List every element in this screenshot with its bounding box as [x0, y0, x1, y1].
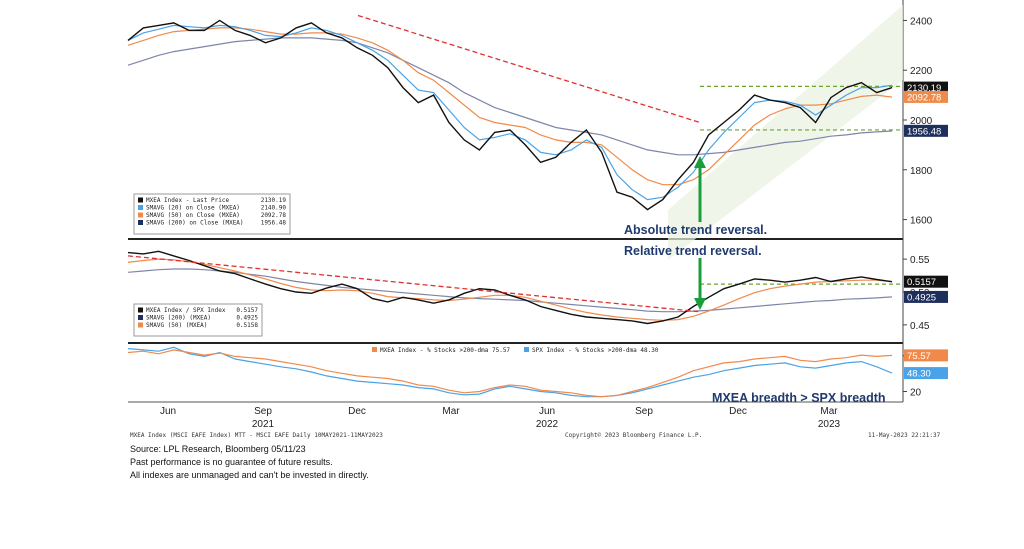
y-tick-label: 0.45: [910, 321, 930, 332]
downtrend-line: [127, 255, 701, 313]
footer-disclaimer-2: All indexes are unmanaged and can't be i…: [130, 470, 369, 480]
x-tick-month: Dec: [348, 406, 366, 417]
series-sma200: [127, 37, 893, 156]
x-tick-year: 2022: [536, 419, 559, 430]
x-tick-month: Sep: [254, 406, 272, 417]
price-tag-box: [904, 81, 948, 94]
trend-channel: [668, 5, 903, 260]
reversal-arrow-price-head: [694, 156, 706, 168]
legend-value: 0.5158: [236, 322, 258, 329]
price-tag-label: 1956.48: [907, 126, 941, 137]
x-tick-month: Jun: [160, 406, 176, 417]
footer-disclaimer-1: Past performance is no guarantee of futu…: [130, 457, 333, 467]
x-tick-month: Mar: [442, 406, 460, 417]
price-panel: 240022002000180016002130.192092.781956.4…: [127, 14, 948, 235]
series-sma50: [127, 27, 893, 186]
annotation-absolute: Absolute trend reversal.: [624, 223, 767, 237]
legend-value: 2092.78: [261, 212, 287, 219]
legend-value: 0.4925: [236, 315, 258, 322]
legend-swatch: [138, 212, 143, 218]
price-tag-label: 2092.78: [907, 92, 941, 103]
x-tick-month: Mar: [820, 406, 838, 417]
price-tag-label: 2130.19: [907, 83, 941, 94]
legend-label: SMAVG (50) (MXEA): [146, 322, 207, 329]
series-sma20: [127, 24, 893, 201]
price-tag-label: 0.4925: [907, 292, 936, 303]
legend-box: [133, 303, 263, 337]
annotation-breadth: MXEA breadth > SPX breadth: [712, 391, 886, 405]
y-tick-label: 2400: [910, 16, 933, 27]
footer-small-left: MXEA Index (MSCI EAFE Index) MTT - MSCI …: [130, 432, 383, 439]
footer-small-right: 11-May-2023 22:21:37: [868, 432, 941, 439]
legend-label: MXEA Index / SPX Index: [146, 307, 226, 314]
series-ratio: [127, 250, 893, 325]
x-tick-month: Sep: [635, 406, 653, 417]
series-sma200: [127, 268, 893, 313]
price-tag-box: [904, 349, 948, 362]
series-spx: [127, 346, 893, 398]
series-price: [127, 19, 893, 211]
y-tick-label: 0.55: [910, 255, 930, 266]
legend-label: MXEA Index - Last Price: [146, 197, 229, 204]
price-tag-label: 0.5157: [907, 277, 936, 288]
legend-label: MXEA Index - % Stocks >200-dma 75.57: [380, 347, 510, 354]
price-tag-box: [904, 124, 948, 137]
legend-value: 2140.90: [261, 205, 287, 212]
y-tick-label: 2200: [910, 66, 933, 77]
legend-swatch: [138, 197, 143, 203]
x-tick-year: 2021: [252, 419, 275, 430]
price-tag-label: 48.30: [907, 369, 931, 380]
legend-swatch: [138, 315, 143, 320]
price-tag-box: [904, 290, 948, 303]
y-tick-label: 1800: [910, 166, 933, 177]
legend-label: SMAVG (200) on Close (MXEA): [146, 220, 244, 227]
legend-swatch: [138, 322, 143, 328]
legend-value: 2130.19: [261, 197, 287, 204]
legend-value: 0.5157: [236, 307, 258, 314]
legend-box: [133, 193, 291, 235]
legend-swatch: [524, 347, 529, 352]
legend-value: 1956.48: [261, 220, 287, 227]
x-tick-month: Dec: [729, 406, 747, 417]
legend-label: SPX Index - % Stocks >200-dma 48.30: [532, 347, 659, 354]
series-mxea: [127, 349, 893, 398]
legend-label: SMAVG (20) on Close (MXEA): [146, 205, 240, 212]
price-tag-box: [904, 367, 948, 380]
legend-swatch: [138, 205, 143, 210]
y-tick-label: 20: [910, 388, 922, 399]
price-tag-box: [904, 275, 948, 288]
reversal-arrow-rel-head: [694, 298, 706, 310]
y-tick-label: 2000: [910, 116, 933, 127]
footer-small-center: Copyright© 2023 Bloomberg Finance L.P.: [565, 432, 702, 439]
y-tick-label: 1600: [910, 216, 933, 227]
legend-swatch: [138, 307, 143, 313]
annotation-relative: Relative trend reversal.: [624, 244, 762, 258]
legend-swatch: [138, 220, 143, 225]
x-tick-year: 2023: [818, 419, 841, 430]
footer-source: Source: LPL Research, Bloomberg 05/11/23: [130, 444, 306, 454]
legend-label: SMAVG (200) (MXEA): [146, 315, 211, 322]
x-tick-month: Jun: [539, 406, 555, 417]
legend-swatch: [372, 347, 377, 352]
legend-label: SMAVG (50) on Close (MXEA): [146, 212, 240, 219]
price-tag-box: [904, 90, 948, 103]
x-axis: Jun Sep Dec Mar Jun Sep Dec Mar 2021 2022 2023: [160, 406, 841, 430]
price-tag-label: 75.57: [907, 351, 931, 362]
downtrend-line: [357, 14, 701, 124]
